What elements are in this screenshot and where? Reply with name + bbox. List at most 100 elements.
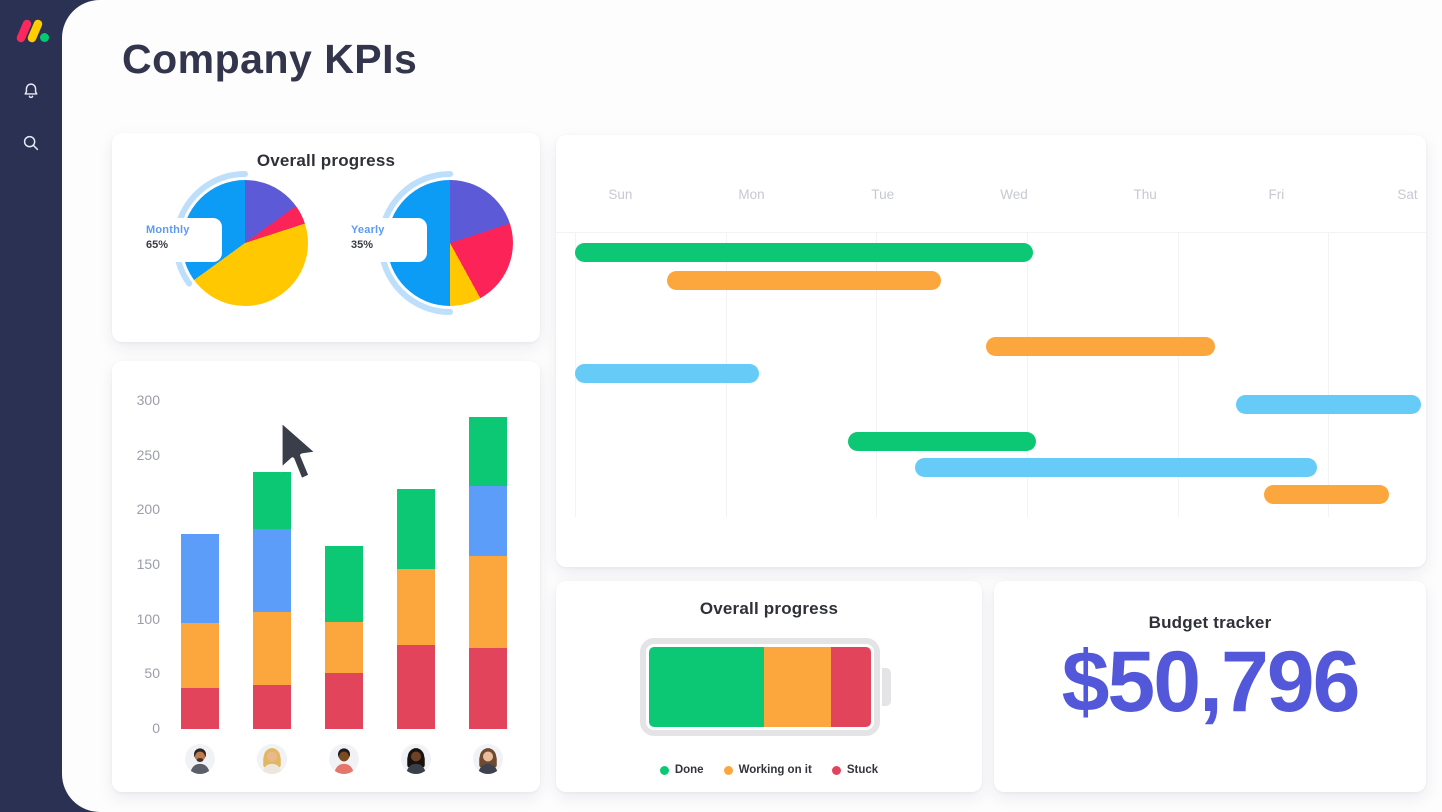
avatar-person-5 (473, 744, 503, 774)
gantt-bar-row4[interactable] (575, 364, 759, 383)
bar-segment-stuck-red[interactable] (469, 648, 507, 729)
bar-chart-plot: 0 50 100 150 200 250 300 (112, 361, 540, 792)
bar-segment-working-orange[interactable] (325, 621, 363, 674)
bar-segment-blue[interactable] (181, 534, 219, 623)
bar-person-4[interactable] (397, 488, 435, 729)
pie-label-value: 65% (146, 239, 169, 251)
gantt-bar-row7[interactable] (915, 458, 1318, 477)
bar-segment-blue[interactable] (469, 486, 507, 557)
card-budget-tracker: Budget tracker $50,796 (994, 581, 1426, 792)
pie-label-name: Yearly (351, 224, 385, 236)
legend-label: Stuck (846, 764, 879, 776)
y-axis-label: 100 (136, 610, 160, 627)
battery-segment-stuck[interactable] (831, 647, 871, 727)
bell-icon (24, 83, 38, 99)
legend-dot (659, 765, 669, 775)
gantt-day-tue: Tue (871, 187, 895, 202)
legend-dot (723, 765, 733, 775)
gantt-bar-row3[interactable] (985, 337, 1215, 356)
gantt-bar-row2[interactable] (667, 271, 941, 290)
bar-segment-stuck-red[interactable] (181, 687, 219, 729)
card-stacked-bar-chart: 0 50 100 150 200 250 300 (112, 361, 540, 792)
y-axis-label: 50 (144, 665, 160, 682)
gantt-gridline (1177, 233, 1179, 517)
monday-logo-icon[interactable] (14, 16, 50, 46)
avatar-person-2 (257, 744, 287, 774)
gantt-bar-row1[interactable] (575, 243, 1033, 262)
avatar-person-4 (401, 744, 431, 774)
bar-segment-stuck-red[interactable] (325, 673, 363, 729)
pie-unit-yearly: Yearly 35% (317, 133, 531, 342)
legend-item: Working on it (723, 764, 812, 776)
search-icon (23, 135, 39, 151)
gantt-gridline (1328, 233, 1330, 517)
gantt-day-wed: Wed (1000, 187, 1028, 202)
bar-segment-done-green[interactable] (469, 417, 507, 487)
gantt-day-mon: Mon (738, 187, 765, 202)
sidebar (0, 0, 62, 812)
battery-nub (882, 668, 891, 706)
pies-card-title: Overall progress (256, 151, 396, 170)
gantt-plot (556, 232, 1426, 517)
gantt-gridline (1026, 233, 1028, 517)
bar-segment-working-orange[interactable] (181, 623, 219, 688)
bar-segment-working-orange[interactable] (397, 569, 435, 645)
avatar-person-3 (329, 744, 359, 774)
pie-label-monthly: Monthly 65% (136, 218, 222, 262)
card-gantt-timeline: Sun Mon Tue Wed Thu Fri Sat (556, 135, 1426, 567)
battery-segment-working-on-it[interactable] (764, 647, 832, 727)
bar-segment-working-orange[interactable] (253, 612, 291, 686)
gantt-bar-row8[interactable] (1264, 485, 1389, 504)
card-overall-progress-battery: Overall progress Done Working on it Stuc… (556, 581, 982, 792)
card-overall-progress-pies: Overall progress Monthly 65% Yearly 35% (112, 133, 540, 342)
bar-segment-working-orange[interactable] (469, 556, 507, 649)
battery-card-title: Overall progress (699, 599, 839, 618)
pie-label-name: Monthly (146, 224, 190, 236)
battery-frame (640, 638, 880, 736)
bar-person-1[interactable] (181, 534, 219, 729)
battery-fill (649, 647, 871, 727)
battery-legend: Done Working on it Stuck (556, 764, 982, 776)
bar-segment-done-green[interactable] (397, 488, 435, 570)
pie-charts-container: Monthly 65% Yearly 35% (112, 133, 540, 342)
y-axis-label: 200 (136, 501, 160, 518)
pie-unit-monthly: Monthly 65% (112, 133, 326, 342)
gantt-day-thu: Thu (1133, 187, 1157, 202)
notifications-button[interactable] (14, 74, 48, 108)
bar-segment-blue[interactable] (253, 528, 291, 613)
budget-amount: $50,796 (1061, 634, 1361, 730)
pie-label-value: 35% (351, 239, 374, 251)
budget-card-title: Budget tracker (1148, 613, 1272, 632)
y-axis-label: 300 (136, 392, 160, 408)
legend-item: Stuck (831, 764, 879, 776)
bar-segment-done-green[interactable] (325, 546, 363, 622)
bar-person-3[interactable] (325, 546, 363, 729)
legend-label: Working on it (738, 764, 812, 776)
y-axis-label: 0 (152, 720, 160, 736)
legend-label: Done (674, 764, 704, 776)
legend-dot (831, 765, 841, 775)
gantt-day-sun: Sun (608, 187, 633, 202)
gantt-bar-row5[interactable] (1236, 395, 1421, 414)
legend-item: Done (659, 764, 704, 776)
bar-person-5[interactable] (469, 417, 507, 729)
bar-segment-stuck-red[interactable] (253, 685, 291, 729)
gantt-bar-row6[interactable] (848, 432, 1037, 451)
page-title: Company KPIs (122, 36, 418, 82)
y-axis-label: 250 (136, 446, 160, 463)
gantt-day-labels: Sun Mon Tue Wed Thu Fri Sat (556, 187, 1426, 207)
search-button[interactable] (14, 126, 48, 160)
pie-highlight-arc (173, 171, 317, 315)
gantt-gridline (876, 233, 878, 517)
y-axis-label: 150 (136, 556, 160, 572)
gantt-day-fri: Fri (1268, 187, 1285, 202)
pie-label-yearly: Yearly 35% (341, 218, 427, 262)
gantt-day-sat: Sat (1397, 187, 1418, 202)
main-panel: Company KPIs Overall progress Monthly 65… (62, 0, 1442, 812)
bar-person-2[interactable] (253, 472, 291, 729)
battery-segment-done[interactable] (649, 647, 765, 727)
avatar-person-1 (185, 744, 215, 774)
bar-segment-stuck-red[interactable] (397, 644, 435, 729)
bar-segment-done-green[interactable] (253, 472, 291, 529)
